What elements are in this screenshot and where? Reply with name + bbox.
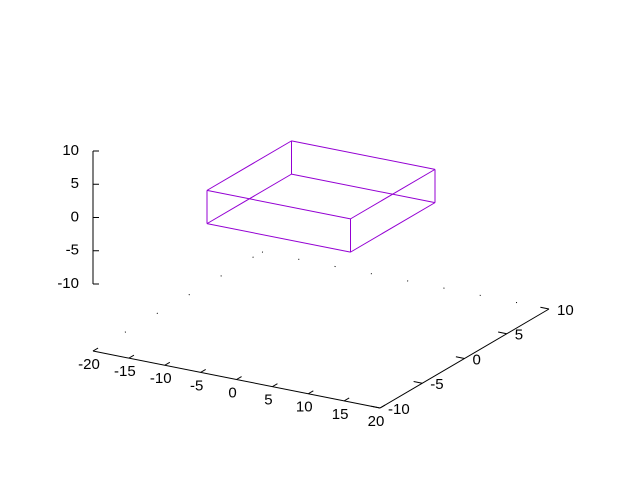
x-tick-label: -20 bbox=[78, 356, 100, 373]
x-tick bbox=[164, 361, 171, 366]
y-tick-label: -5 bbox=[430, 376, 443, 393]
x-tick bbox=[92, 347, 99, 352]
box-edge bbox=[350, 202, 436, 253]
box-edge bbox=[206, 140, 292, 191]
x-tick-label: -15 bbox=[114, 363, 136, 380]
x-tick-label: -5 bbox=[190, 377, 203, 394]
x-tick-label: -10 bbox=[150, 370, 172, 387]
box-edge bbox=[291, 140, 436, 170]
y-tick-label: 10 bbox=[557, 302, 574, 319]
x-tick bbox=[200, 368, 206, 373]
x-tick-label: 20 bbox=[368, 413, 385, 430]
x-tick-label: 10 bbox=[296, 399, 313, 416]
x-tick bbox=[272, 383, 278, 388]
x-tick-label: 15 bbox=[332, 406, 349, 423]
z-tick-label: 10 bbox=[62, 142, 79, 159]
y-tick-label: 5 bbox=[515, 327, 523, 344]
z-tick-label: -5 bbox=[66, 242, 79, 259]
y-tick-label: 0 bbox=[473, 351, 481, 368]
y-tick-label: -10 bbox=[388, 401, 410, 418]
x-tick-label: 0 bbox=[228, 384, 236, 401]
z-tick-label: 0 bbox=[71, 208, 79, 225]
box-edge bbox=[206, 223, 351, 253]
floor-back-edge bbox=[261, 251, 550, 310]
x-tick bbox=[128, 354, 135, 359]
data-box bbox=[206, 140, 436, 253]
y-tick bbox=[540, 306, 550, 310]
x-tick bbox=[343, 397, 350, 402]
x-tick bbox=[379, 404, 386, 409]
y-tick bbox=[498, 331, 507, 335]
y-tick bbox=[455, 356, 465, 359]
y-tick bbox=[413, 381, 423, 384]
box-edge bbox=[206, 189, 351, 220]
y-tick bbox=[371, 405, 381, 409]
floor-left-edge bbox=[92, 251, 263, 352]
box-edge bbox=[291, 173, 436, 204]
x-tick bbox=[236, 376, 242, 380]
x-tick bbox=[307, 390, 314, 395]
z-tick-label: -10 bbox=[57, 275, 79, 292]
box-edge bbox=[350, 168, 436, 220]
x-tick-label: 5 bbox=[264, 392, 272, 409]
box-edge bbox=[206, 173, 292, 225]
z-tick-label: 5 bbox=[71, 175, 79, 192]
